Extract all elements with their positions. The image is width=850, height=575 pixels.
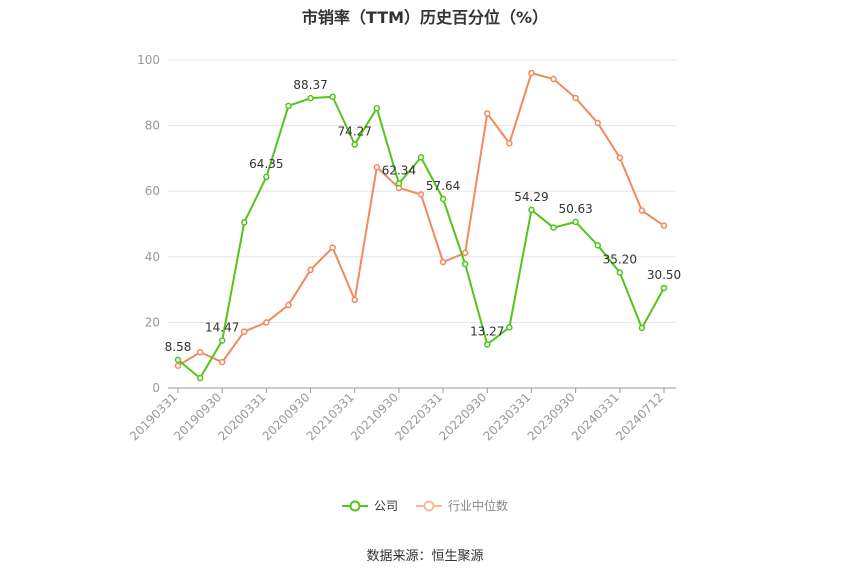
data-point-company xyxy=(285,102,292,110)
data-point-company xyxy=(660,284,668,292)
y-tick-label: 40 xyxy=(145,250,160,264)
data-point-industry xyxy=(241,328,248,335)
x-tick-label: 20240712 xyxy=(613,390,666,443)
data-label: 74.27 xyxy=(338,124,372,138)
data-point-company xyxy=(572,218,579,226)
data-point-industry xyxy=(285,301,292,309)
data-point-company xyxy=(439,195,447,203)
data-point-company xyxy=(395,180,403,187)
data-label: 88.37 xyxy=(293,78,327,92)
data-point-industry xyxy=(484,110,491,117)
source-note: 数据来源：恒生聚源 xyxy=(366,549,484,564)
data-point-industry xyxy=(528,69,535,77)
data-point-industry xyxy=(351,296,358,304)
data-point-company xyxy=(351,141,358,148)
data-point-industry xyxy=(616,154,624,161)
series-line-company xyxy=(177,95,665,380)
legend-label-company: 公司 xyxy=(373,499,398,513)
data-label: 14.47 xyxy=(205,321,239,335)
legend-label-industry: 行业中位数 xyxy=(448,499,509,513)
data-point-industry xyxy=(461,249,469,257)
chart-title: 市销率（TTM）历史百分位（%） xyxy=(301,8,549,27)
data-point-industry xyxy=(307,266,314,274)
data-point-company xyxy=(550,224,557,231)
data-point-industry xyxy=(373,164,381,171)
data-point-company xyxy=(218,337,226,344)
data-point-company xyxy=(373,104,381,112)
data-point-industry xyxy=(218,358,226,366)
data-point-company xyxy=(329,93,336,100)
data-label: 64.35 xyxy=(249,157,283,171)
data-label: 30.50 xyxy=(647,268,681,282)
data-point-company xyxy=(528,206,535,214)
data-point-company xyxy=(307,94,314,102)
data-label: 57.64 xyxy=(426,179,460,193)
y-tick-label: 0 xyxy=(152,381,160,395)
data-point-industry xyxy=(174,362,182,369)
data-point-company xyxy=(594,242,601,249)
data-point-industry xyxy=(660,222,668,229)
data-label: 62.34 xyxy=(382,164,416,178)
data-point-industry xyxy=(263,319,270,326)
legend-swatch-industry xyxy=(416,500,442,511)
y-tick-label: 20 xyxy=(145,315,160,329)
data-label: 54.29 xyxy=(514,190,548,204)
data-point-company xyxy=(417,154,425,161)
data-point-industry xyxy=(550,75,557,83)
data-label: 35.20 xyxy=(603,253,637,267)
data-point-company xyxy=(461,260,469,268)
data-point-industry xyxy=(594,119,601,127)
data-point-company xyxy=(241,219,248,226)
data-label: 50.63 xyxy=(558,202,592,216)
data-point-industry xyxy=(572,94,579,102)
series-line-industry xyxy=(177,71,665,367)
legend: 公司 行业中位数 xyxy=(0,497,850,514)
data-point-company xyxy=(616,269,624,276)
y-tick-label: 80 xyxy=(145,119,160,133)
data-point-company xyxy=(263,173,270,181)
data-label: 13.27 xyxy=(470,324,504,338)
data-point-company xyxy=(196,374,204,382)
y-tick-label: 60 xyxy=(145,184,160,198)
y-tick-label: 100 xyxy=(137,53,160,67)
legend-swatch-company xyxy=(341,500,368,511)
data-label: 8.58 xyxy=(165,340,192,354)
legend-item-company[interactable]: 公司 xyxy=(341,497,398,514)
legend-item-industry[interactable]: 行业中位数 xyxy=(416,497,508,514)
data-point-industry xyxy=(417,191,425,198)
data-point-company xyxy=(506,324,513,331)
data-point-industry xyxy=(439,258,447,266)
data-point-industry xyxy=(196,348,204,356)
data-point-industry xyxy=(638,207,646,214)
data-point-company xyxy=(174,356,182,364)
data-point-industry xyxy=(506,140,513,147)
data-point-company xyxy=(638,324,646,332)
data-point-company xyxy=(484,341,491,348)
data-point-industry xyxy=(329,244,336,251)
